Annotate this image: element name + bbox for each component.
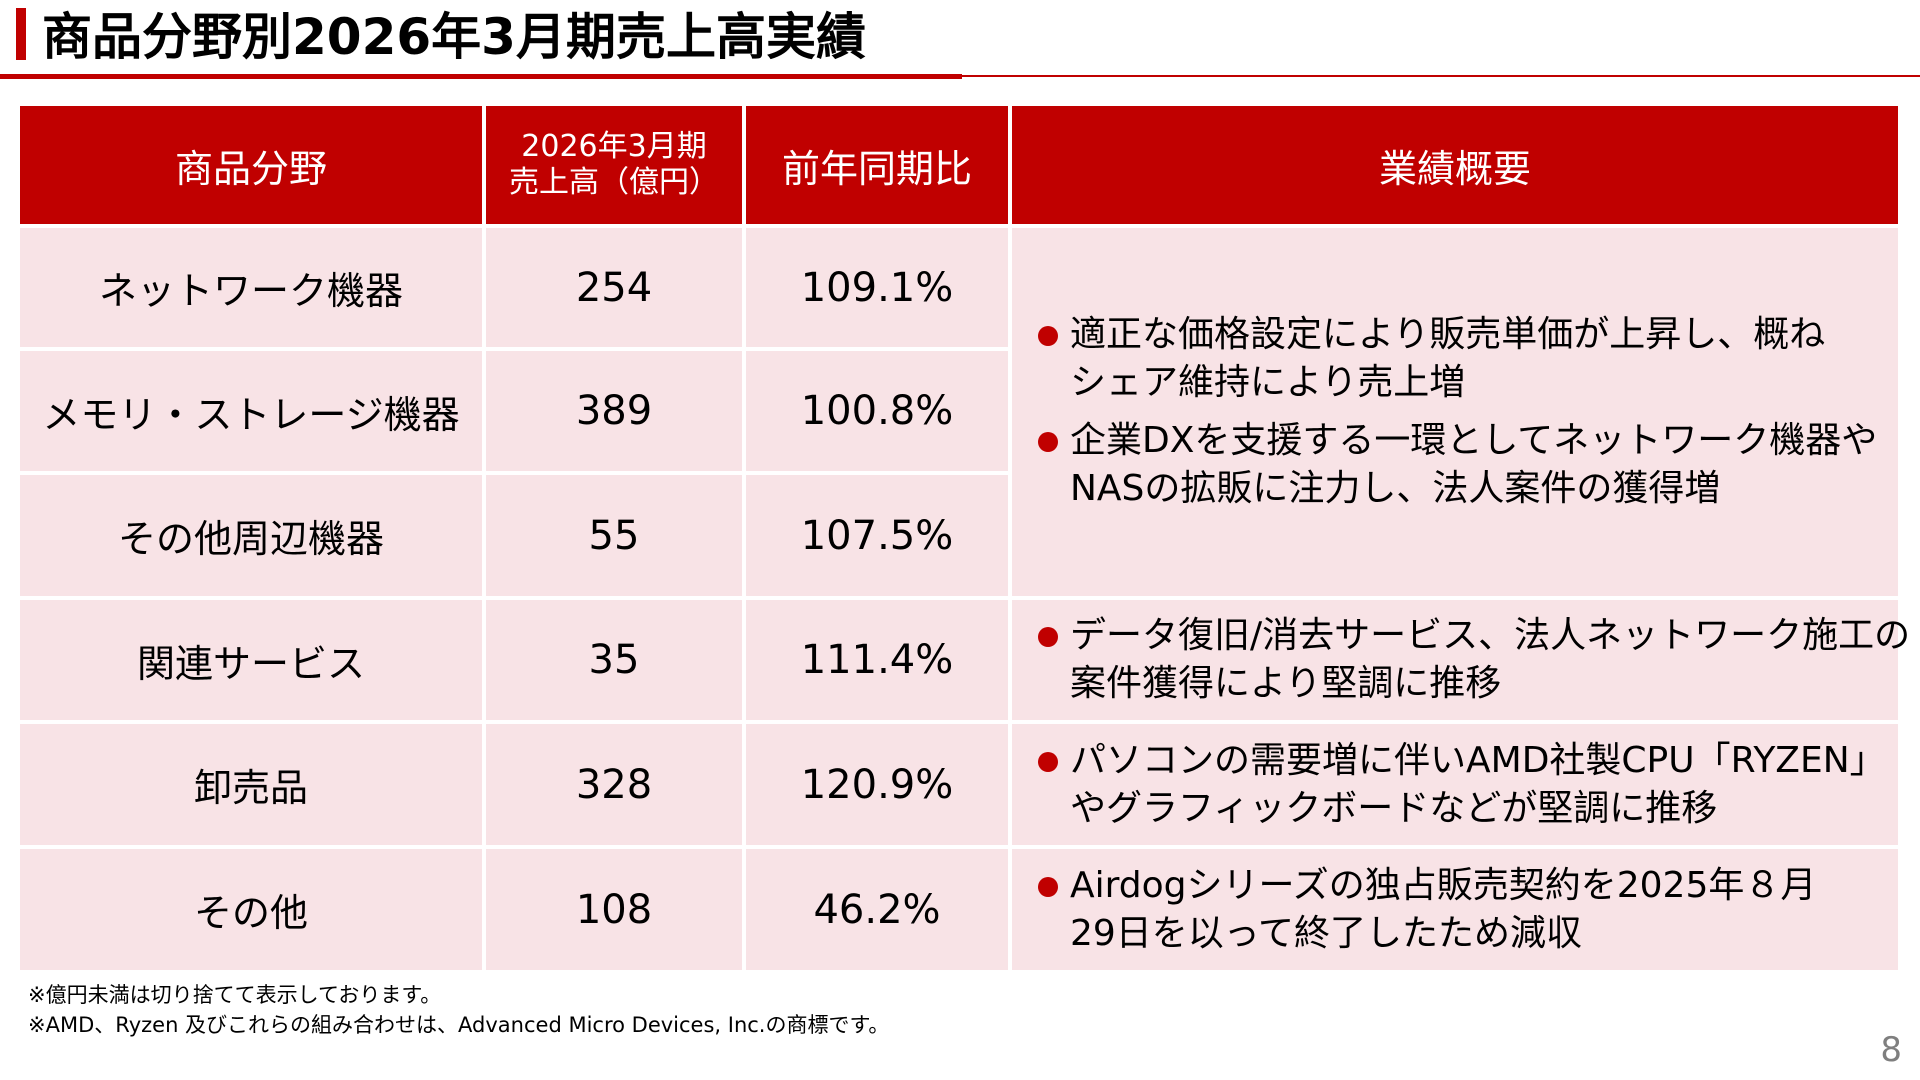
row-yoy: 109.1%: [746, 228, 1008, 347]
footnotes: ※億円未満は切り捨てて表示しております。 ※AMD、Ryzen 及びこれらの組み…: [28, 980, 889, 1040]
page-number: 8: [1880, 1030, 1902, 1070]
bullet-line: 企業DXを支援する一環としてネットワーク機器や: [1070, 420, 1878, 461]
summary-bullet: Airdogシリーズの独占販売契約を2025年８月 29日を以って終了したため減…: [1026, 862, 1816, 958]
row-sales: 254: [486, 228, 742, 347]
header-category: 商品分野: [20, 106, 482, 224]
row-category: その他周辺機器: [20, 475, 482, 596]
row-sales: 35: [486, 600, 742, 720]
footnote: ※AMD、Ryzen 及びこれらの組み合わせは、Advanced Micro D…: [28, 1013, 890, 1037]
bullet-line: データ復旧/消去サービス、法人ネットワーク施工の: [1070, 615, 1911, 656]
row-category: メモリ・ストレージ機器: [20, 351, 482, 471]
row-category: その他: [20, 849, 482, 970]
summary-bullet: パソコンの需要増に伴いAMD社製CPU「RYZEN」 やグラフィックボードなどが…: [1026, 737, 1886, 833]
summary-cell: 適正な価格設定により販売単価が上昇し、概ね シェア維持により売上増 企業DXを支…: [1012, 228, 1898, 596]
summary-bullet: データ復旧/消去サービス、法人ネットワーク施工の 案件獲得により堅調に推移: [1026, 612, 1910, 708]
bullet-dot-icon: [1038, 627, 1058, 647]
title-underline: [0, 74, 962, 79]
summary-bullet-list: データ復旧/消去サービス、法人ネットワーク施工の 案件獲得により堅調に推移: [1026, 612, 1910, 708]
summary-bullet: 企業DXを支援する一環としてネットワーク機器や NASの拡販に注力し、法人案件の…: [1026, 417, 1877, 513]
bullet-dot-icon: [1038, 876, 1058, 897]
bullet-dot-icon: [1038, 326, 1058, 346]
bullet-line: パソコンの需要増に伴いAMD社製CPU「RYZEN」: [1070, 739, 1886, 781]
page-title: 商品分野別2026年3月期売上高実績: [42, 8, 866, 66]
summary-bullet: 適正な価格設定により販売単価が上昇し、概ね シェア維持により売上増: [1026, 311, 1877, 407]
bullet-dot-icon: [1038, 751, 1058, 772]
row-category: 卸売品: [20, 724, 482, 845]
bullet-line: 案件獲得により堅調に推移: [1070, 663, 1502, 704]
row-sales: 389: [486, 351, 742, 471]
bullet-line: やグラフィックボードなどが堅調に推移: [1070, 787, 1718, 829]
row-sales: 108: [486, 849, 742, 970]
summary-bullet-list: Airdogシリーズの独占販売契約を2025年８月 29日を以って終了したため減…: [1026, 862, 1816, 958]
row-category: ネットワーク機器: [20, 228, 482, 347]
summary-cell: Airdogシリーズの独占販売契約を2025年８月 29日を以って終了したため減…: [1012, 849, 1898, 970]
bullet-line: シェア維持により売上増: [1070, 362, 1466, 403]
summary-bullet-list: パソコンの需要増に伴いAMD社製CPU「RYZEN」 やグラフィックボードなどが…: [1026, 737, 1886, 833]
summary-cell: データ復旧/消去サービス、法人ネットワーク施工の 案件獲得により堅調に推移: [1012, 600, 1910, 720]
summary-bullet-list: 適正な価格設定により販売単価が上昇し、概ね シェア維持により売上増 企業DXを支…: [1026, 311, 1877, 513]
row-category: 関連サービス: [20, 600, 482, 720]
title-accent-bar: [16, 8, 26, 60]
bullet-line: 29日を以って終了したため減収: [1070, 912, 1583, 954]
header-sales-line2: 売上高（億円）: [509, 165, 719, 200]
header-sales: 2026年3月期 売上高（億円）: [486, 106, 742, 224]
bullet-line: Airdogシリーズの独占販売契約を2025年８月: [1070, 864, 1817, 906]
bullet-line: 適正な価格設定により販売単価が上昇し、概ね: [1070, 314, 1826, 355]
sales-table: 商品分野 2026年3月期 売上高（億円） 前年同期比 業績概要 ネットワーク機…: [20, 106, 1910, 974]
row-yoy: 120.9%: [746, 724, 1008, 845]
row-yoy: 100.8%: [746, 351, 1008, 471]
header-sales-line1: 2026年3月期: [521, 129, 707, 164]
row-sales: 328: [486, 724, 742, 845]
title-underline-extension: [962, 75, 1920, 77]
summary-cell: パソコンの需要増に伴いAMD社製CPU「RYZEN」 やグラフィックボードなどが…: [1012, 724, 1898, 845]
row-yoy: 46.2%: [746, 849, 1008, 970]
row-sales: 55: [486, 475, 742, 596]
header-summary: 業績概要: [1012, 106, 1898, 224]
header-yoy: 前年同期比: [746, 106, 1008, 224]
bullet-dot-icon: [1038, 432, 1058, 452]
row-yoy: 107.5%: [746, 475, 1008, 596]
row-yoy: 111.4%: [746, 600, 1008, 720]
footnote: ※億円未満は切り捨てて表示しております。: [28, 983, 442, 1007]
bullet-line: NASの拡販に注力し、法人案件の獲得増: [1070, 468, 1721, 509]
